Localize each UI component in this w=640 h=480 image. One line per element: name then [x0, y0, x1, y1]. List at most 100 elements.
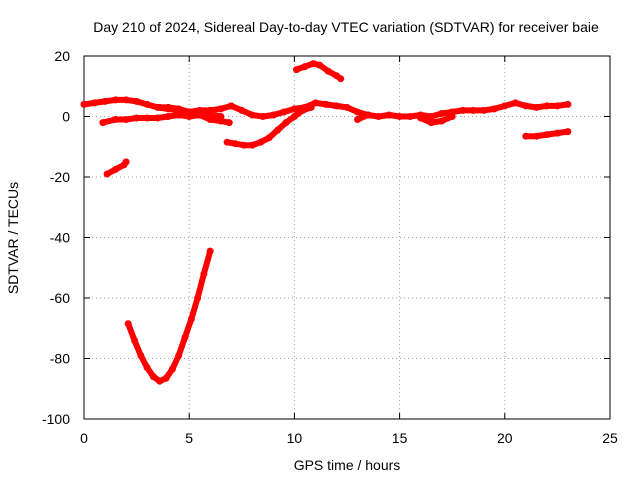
data-point	[103, 170, 111, 178]
data-point	[185, 108, 193, 116]
data-point	[427, 119, 435, 127]
x-tick-label: 0	[80, 430, 88, 446]
data-point	[309, 60, 317, 68]
data-series	[80, 60, 572, 385]
data-point	[333, 102, 340, 110]
data-point	[164, 113, 172, 120]
data-point	[206, 247, 214, 255]
y-tick-label: 20	[54, 48, 70, 64]
data-point	[532, 132, 540, 140]
data-point	[133, 114, 141, 122]
data-point	[543, 102, 551, 110]
data-point	[511, 99, 519, 107]
data-point	[282, 119, 290, 127]
x-tick-label: 20	[497, 430, 513, 446]
data-point	[522, 102, 530, 110]
data-point	[307, 103, 315, 111]
data-point	[112, 96, 120, 104]
data-point	[122, 158, 130, 166]
data-point	[354, 116, 361, 123]
data-point	[91, 99, 98, 107]
data-point	[122, 116, 130, 123]
data-point	[206, 116, 214, 123]
data-point	[480, 106, 488, 114]
data-point	[80, 100, 88, 108]
data-point	[375, 113, 383, 120]
data-point	[124, 320, 132, 328]
data-point	[200, 270, 208, 278]
data-point	[316, 61, 324, 69]
data-point	[564, 100, 572, 108]
data-point	[248, 141, 256, 149]
data-point	[417, 114, 425, 122]
data-point	[143, 100, 151, 108]
data-point	[259, 113, 267, 120]
data-point	[364, 111, 372, 119]
data-point	[194, 294, 202, 302]
series-track-d	[417, 113, 456, 126]
data-point	[175, 352, 183, 359]
data-point	[238, 106, 246, 114]
data-point	[225, 119, 233, 127]
x-axis-label: GPS time / hours	[294, 457, 401, 473]
data-point	[290, 113, 298, 120]
data-point	[385, 111, 393, 119]
x-tick-label: 25	[602, 430, 618, 446]
data-point	[223, 138, 231, 146]
data-point	[175, 105, 183, 113]
data-point	[293, 66, 300, 74]
data-point	[269, 111, 277, 119]
y-tick-label: -100	[42, 411, 70, 427]
series-track-j	[125, 248, 214, 385]
data-point	[265, 134, 273, 142]
x-tick-label: 15	[392, 430, 408, 446]
data-point	[217, 117, 225, 125]
data-point	[133, 97, 141, 105]
data-point	[301, 63, 309, 71]
data-point	[299, 106, 307, 114]
axis-ticks: 0 5 10 15 20 25 -100 -80 -60 -40 -20 0 20	[42, 48, 618, 446]
data-point	[553, 129, 561, 137]
data-point	[290, 105, 298, 113]
y-axis-label: SDTVAR / TECUs	[5, 182, 21, 294]
data-point	[553, 102, 561, 110]
data-point	[227, 102, 235, 110]
data-point	[154, 114, 162, 122]
data-point	[324, 67, 332, 75]
data-point	[217, 105, 225, 113]
data-point	[122, 96, 130, 104]
data-point	[232, 140, 239, 148]
data-point	[137, 352, 145, 359]
data-point	[406, 113, 414, 120]
data-point	[248, 111, 256, 119]
data-point	[196, 111, 204, 119]
data-point	[274, 126, 282, 134]
data-point	[280, 108, 288, 116]
y-tick-label: -80	[50, 351, 70, 367]
data-point	[337, 75, 345, 83]
data-point	[99, 119, 107, 127]
data-point	[187, 315, 195, 323]
data-point	[427, 113, 435, 120]
chart-title: Day 210 of 2024, Sidereal Day-to-day VTE…	[93, 19, 599, 35]
data-point	[112, 165, 120, 173]
data-point	[396, 113, 404, 120]
data-point	[143, 364, 151, 372]
data-point	[501, 102, 509, 110]
data-point	[469, 106, 477, 114]
data-point	[257, 138, 265, 146]
data-point	[175, 111, 183, 119]
y-tick-label: -20	[50, 169, 70, 185]
data-point	[438, 117, 446, 125]
data-point	[101, 97, 109, 105]
data-point	[322, 100, 330, 108]
y-tick-label: -40	[50, 230, 70, 246]
data-point	[149, 373, 157, 381]
data-point	[448, 113, 456, 120]
y-tick-label: -60	[50, 290, 70, 306]
data-point	[156, 377, 164, 385]
data-point	[532, 103, 540, 111]
data-point	[164, 103, 172, 111]
data-point	[490, 105, 498, 113]
